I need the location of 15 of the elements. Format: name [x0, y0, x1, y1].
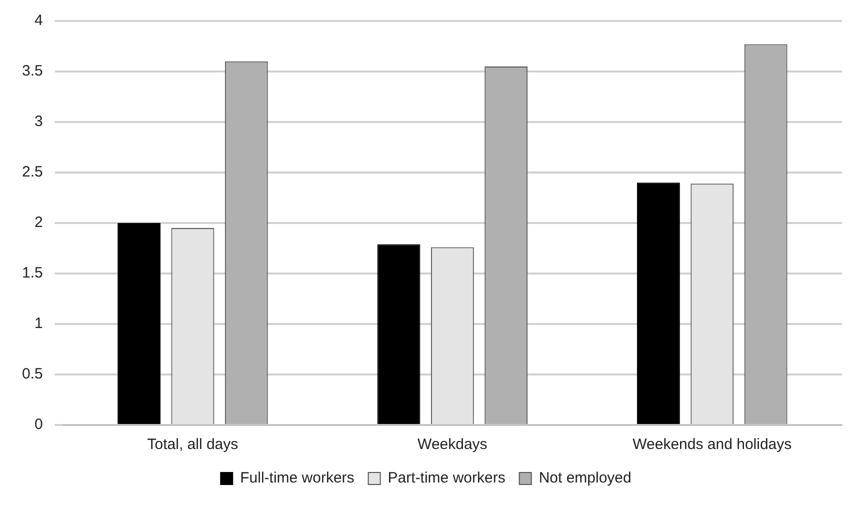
y-tick-label: 0.5	[22, 366, 43, 383]
y-tick-label: 3.5	[22, 62, 43, 80]
x-tick-label: Weekdays	[418, 436, 488, 454]
y-tick-label: 1	[34, 315, 43, 332]
y-tick-label: 2.5	[22, 164, 43, 181]
x-tick-label: Total, all days	[147, 436, 238, 454]
legend-label: Not employed	[538, 470, 632, 487]
y-tick-label: 3	[34, 113, 43, 130]
y-tick-label: 2	[34, 214, 43, 232]
y-tick-label: 4	[34, 12, 43, 30]
legend-label: Part-time workers	[388, 470, 506, 487]
y-tick-label: 0	[34, 416, 43, 434]
legend-label: Full-time workers	[240, 470, 354, 487]
y-tick-label: 1.5	[22, 264, 43, 282]
x-tick-label: Weekends and holidays	[632, 436, 792, 454]
